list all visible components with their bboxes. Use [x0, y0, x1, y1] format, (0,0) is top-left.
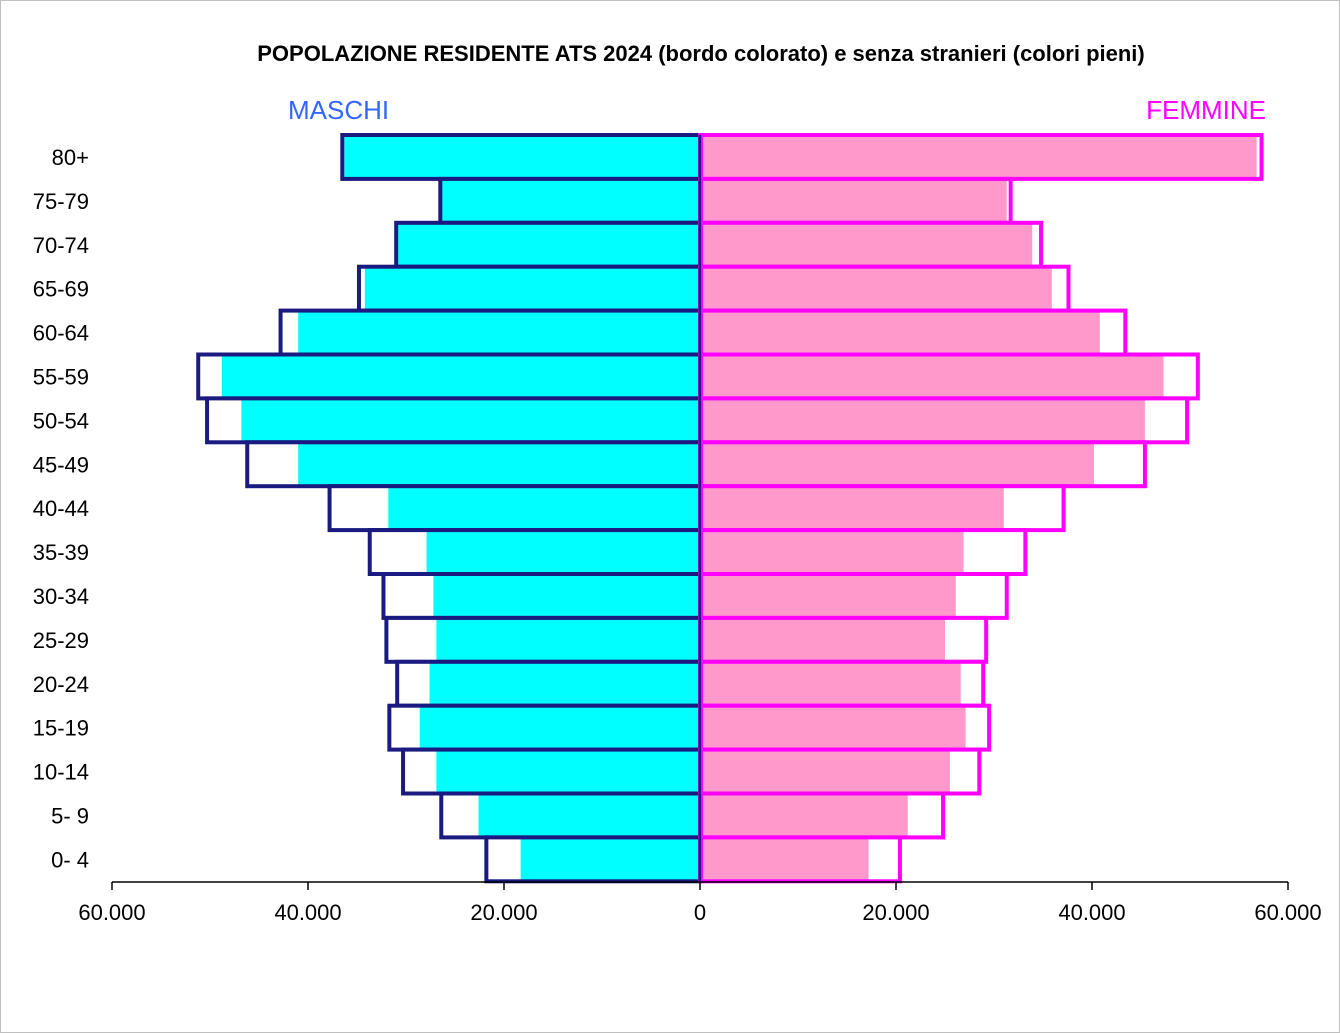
age-label: 10-14 [33, 760, 89, 785]
age-label: 55-59 [33, 364, 89, 389]
female-no-foreigners-bar [700, 661, 961, 706]
male-no-foreigners-bar [436, 617, 700, 662]
male-no-foreigners-bar [419, 705, 700, 750]
female-no-foreigners-bar [700, 486, 1004, 531]
age-label: 75-79 [33, 189, 89, 214]
male-no-foreigners-bar [221, 354, 700, 399]
male-no-foreigners-bar [298, 442, 700, 487]
female-label: FEMMINE [1146, 95, 1266, 125]
male-no-foreigners-bar [364, 266, 700, 311]
age-label: 35-39 [33, 540, 89, 565]
female-no-foreigners-bar [700, 398, 1145, 443]
x-tick-label: 20.000 [862, 900, 929, 925]
male-no-foreigners-bar [298, 310, 700, 355]
x-tick-label: 20.000 [470, 900, 537, 925]
male-no-foreigners-bar [441, 178, 700, 223]
age-label: 25-29 [33, 628, 89, 653]
female-no-foreigners-bar [700, 530, 964, 574]
x-tick-label: 0 [694, 900, 706, 925]
age-label: 15-19 [33, 716, 89, 741]
age-label: 45-49 [33, 452, 89, 477]
female-no-foreigners-bar [700, 135, 1257, 179]
age-label: 40-44 [33, 496, 89, 521]
female-no-foreigners-bar [700, 354, 1164, 399]
chart-title: POPOLAZIONE RESIDENTE ATS 2024 (bordo co… [257, 41, 1145, 66]
male-no-foreigners-bar [429, 661, 700, 706]
age-labels: 80+ 75-79 70-74 65-69 60-64 55-59 50-54 45-49 40… [33, 145, 89, 872]
age-label: 5- 9 [51, 803, 89, 828]
age-label: 50-54 [33, 408, 89, 433]
bars-group [196, 133, 1264, 884]
x-tick-label: 60.000 [78, 900, 145, 925]
x-axis: 60.000 40.000 20.000 0 20.000 40.000 60.000 [78, 881, 1322, 925]
female-no-foreigners-bar [700, 574, 956, 618]
age-label: 20-24 [33, 672, 89, 697]
x-tick-label: 40.000 [1058, 900, 1125, 925]
age-label: 70-74 [33, 233, 89, 258]
male-no-foreigners-bar [344, 135, 700, 179]
female-no-foreigners-bar [700, 442, 1094, 487]
x-tick-label: 60.000 [1254, 900, 1321, 925]
female-no-foreigners-bar [700, 310, 1100, 355]
female-no-foreigners-bar [700, 837, 869, 882]
male-no-foreigners-bar [478, 793, 700, 838]
male-no-foreigners-bar [398, 222, 700, 267]
female-no-foreigners-bar [700, 266, 1052, 311]
age-label: 0- 4 [51, 847, 89, 872]
male-no-foreigners-bar [241, 398, 701, 443]
age-label: 80+ [52, 145, 89, 170]
female-no-foreigners-bar [700, 793, 908, 838]
female-no-foreigners-bar [700, 705, 966, 750]
male-label: MASCHI [288, 95, 389, 125]
male-no-foreigners-bar [520, 837, 700, 882]
female-no-foreigners-bar [700, 178, 1007, 223]
x-tick-label: 40.000 [274, 900, 341, 925]
female-no-foreigners-bar [700, 749, 950, 794]
male-no-foreigners-bar [433, 574, 700, 618]
female-no-foreigners-bar [700, 222, 1033, 267]
female-no-foreigners-bar [700, 617, 945, 662]
age-label: 60-64 [33, 321, 89, 346]
male-no-foreigners-bar [426, 530, 700, 574]
age-label: 30-34 [33, 584, 89, 609]
age-label: 65-69 [33, 277, 89, 302]
male-no-foreigners-bar [388, 486, 700, 531]
male-no-foreigners-bar [436, 749, 700, 794]
